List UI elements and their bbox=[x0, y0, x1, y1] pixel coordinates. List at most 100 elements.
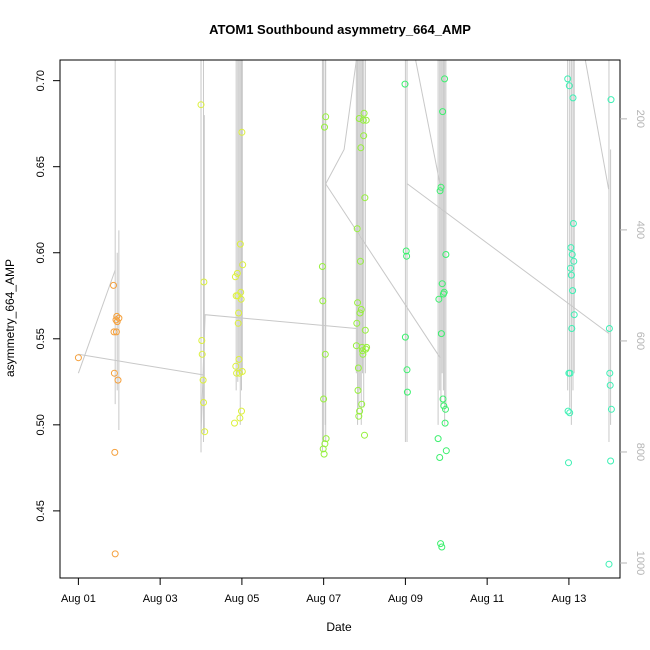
data-point bbox=[605, 560, 613, 568]
data-point bbox=[402, 247, 410, 255]
data-point bbox=[566, 369, 574, 377]
data-point bbox=[231, 419, 238, 427]
data-point bbox=[440, 402, 448, 410]
data-point bbox=[199, 376, 207, 384]
data-point bbox=[320, 395, 328, 403]
data-point bbox=[357, 306, 365, 313]
data-point bbox=[320, 450, 328, 458]
overlay-trend-line bbox=[415, 59, 442, 190]
data-point bbox=[440, 288, 448, 296]
data-point bbox=[442, 447, 450, 455]
data-point bbox=[605, 325, 613, 332]
data-point bbox=[321, 350, 329, 358]
data-point bbox=[567, 244, 575, 252]
y2-tick-label: 800 bbox=[634, 443, 646, 461]
data-point bbox=[436, 454, 444, 461]
plot-frame bbox=[59, 59, 621, 579]
data-point bbox=[359, 116, 367, 124]
data-point bbox=[565, 82, 573, 90]
data-point bbox=[238, 128, 246, 136]
data-point bbox=[200, 278, 208, 286]
data-point bbox=[319, 297, 327, 305]
data-point bbox=[439, 108, 447, 116]
data-point bbox=[355, 115, 363, 122]
data-point bbox=[564, 75, 572, 83]
y-axis-label: asymmetry_664_AMP bbox=[3, 259, 17, 377]
data-point bbox=[112, 328, 120, 336]
data-point bbox=[236, 240, 244, 248]
data-point bbox=[239, 261, 247, 269]
data-point bbox=[113, 312, 121, 320]
data-point bbox=[434, 435, 442, 443]
y2-tick-label: 400 bbox=[634, 221, 646, 239]
overlay-trend-line bbox=[200, 314, 357, 436]
data-point bbox=[359, 350, 367, 358]
data-point bbox=[607, 96, 615, 104]
x-tick-label: Aug 13 bbox=[551, 593, 586, 605]
data-point bbox=[357, 144, 365, 152]
data-point bbox=[201, 428, 209, 436]
y-tick-label: 0.70 bbox=[35, 70, 47, 91]
data-point bbox=[235, 355, 243, 363]
data-point bbox=[361, 431, 368, 439]
data-point bbox=[111, 550, 119, 558]
data-point bbox=[238, 368, 246, 375]
data-point bbox=[321, 123, 328, 131]
x-tick-label: Aug 01 bbox=[61, 593, 96, 605]
data-point bbox=[235, 309, 243, 317]
y-tick-label: 0.60 bbox=[35, 242, 47, 263]
x-tick-label: Aug 03 bbox=[143, 593, 178, 605]
data-point bbox=[401, 80, 409, 88]
data-point bbox=[238, 407, 245, 415]
data-point bbox=[569, 287, 577, 295]
data-point bbox=[435, 295, 443, 303]
data-point bbox=[111, 448, 119, 456]
data-point bbox=[570, 311, 578, 319]
data-point bbox=[198, 350, 206, 358]
data-point bbox=[437, 183, 445, 191]
data-point bbox=[115, 314, 123, 322]
overlay-trend-line bbox=[584, 59, 610, 190]
data-point bbox=[567, 271, 575, 279]
data-point bbox=[318, 263, 326, 270]
data-point bbox=[568, 251, 576, 258]
data-point bbox=[606, 369, 614, 377]
y2-tick-label: 200 bbox=[634, 110, 646, 128]
secondary-y-axis: 200 400 600 800 1000 bbox=[620, 110, 646, 575]
data-point bbox=[361, 326, 369, 334]
data-point bbox=[356, 257, 364, 265]
data-points bbox=[74, 75, 615, 568]
data-point bbox=[358, 400, 366, 408]
y2-tick-label: 600 bbox=[634, 332, 646, 350]
y-tick-label: 0.65 bbox=[35, 156, 47, 177]
overlay-trend-line bbox=[325, 59, 441, 358]
data-point bbox=[322, 113, 330, 121]
data-point bbox=[569, 94, 577, 102]
x-tick-label: Aug 11 bbox=[470, 593, 504, 605]
x-axis-label: Date bbox=[326, 620, 352, 634]
data-point bbox=[237, 288, 245, 296]
data-point bbox=[438, 280, 446, 288]
data-point bbox=[566, 409, 574, 417]
data-point bbox=[403, 252, 411, 260]
data-point bbox=[197, 101, 205, 109]
data-point bbox=[322, 435, 330, 443]
data-point bbox=[568, 325, 576, 332]
x-axis: Aug 01 Aug 03 Aug 05 Aug 07 Aug 09 Aug 11 Aug … bbox=[61, 577, 586, 605]
data-point bbox=[231, 273, 239, 281]
data-point bbox=[353, 225, 361, 233]
data-point bbox=[113, 318, 121, 326]
data-point bbox=[569, 220, 577, 227]
overlay-trend-line bbox=[77, 269, 116, 374]
data-point bbox=[110, 369, 118, 377]
data-point bbox=[403, 388, 411, 396]
data-point bbox=[234, 319, 242, 327]
data-point bbox=[567, 264, 574, 272]
data-point bbox=[361, 194, 369, 202]
data-point bbox=[607, 405, 615, 413]
data-point bbox=[564, 407, 572, 415]
data-point bbox=[363, 343, 371, 351]
data-point bbox=[565, 459, 572, 467]
data-point bbox=[110, 328, 118, 336]
